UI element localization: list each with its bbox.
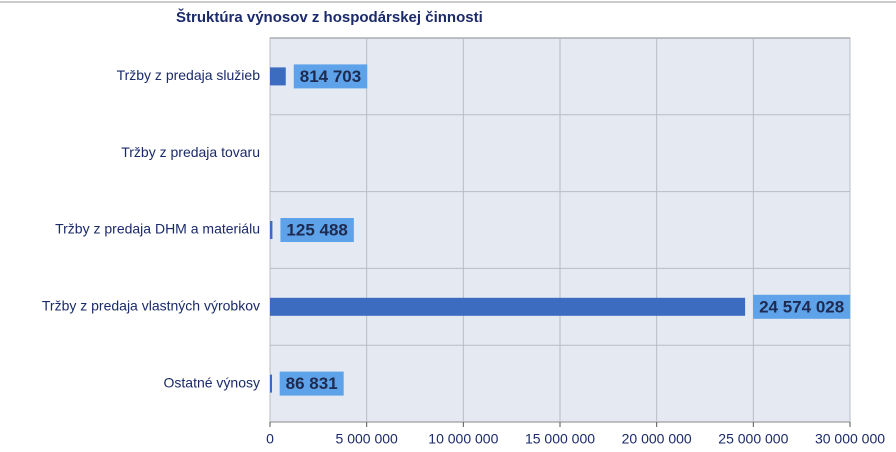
bar — [270, 221, 273, 239]
y-tick-label: Ostatné výnosy — [164, 374, 261, 390]
x-tick-label: 15 000 000 — [525, 431, 595, 447]
value-label-box — [293, 64, 368, 89]
x-tick-label: 5 000 000 — [336, 431, 398, 447]
bar — [270, 374, 272, 393]
value-label: 24 574 028 — [759, 297, 844, 316]
x-tick-label: 10 000 000 — [428, 431, 498, 447]
x-tick-label: 30 000 000 — [815, 431, 885, 447]
bar — [270, 297, 746, 316]
bar — [270, 67, 286, 86]
x-tick-label: 0 — [266, 431, 274, 447]
value-label-box — [279, 371, 344, 396]
y-tick-label: Tržby z predaja vlastných výrobkov — [42, 298, 260, 314]
chart-title: Štruktúra výnosov z hospodárskej činnost… — [176, 8, 483, 26]
x-tick-label: 20 000 000 — [622, 431, 692, 447]
y-tick-label: Tržby z predaja služieb — [117, 67, 261, 83]
value-label-box — [753, 294, 851, 319]
value-label: 86 831 — [286, 374, 338, 393]
y-tick-label: Tržby z predaja DHM a materiálu — [55, 221, 260, 237]
value-label: 814 703 — [300, 67, 361, 86]
y-tick-label: Tržby z predaja tovaru — [121, 144, 260, 160]
x-tick-label: 25 000 000 — [718, 431, 788, 447]
value-label-box — [280, 218, 354, 242]
value-label: 125 488 — [286, 220, 347, 239]
